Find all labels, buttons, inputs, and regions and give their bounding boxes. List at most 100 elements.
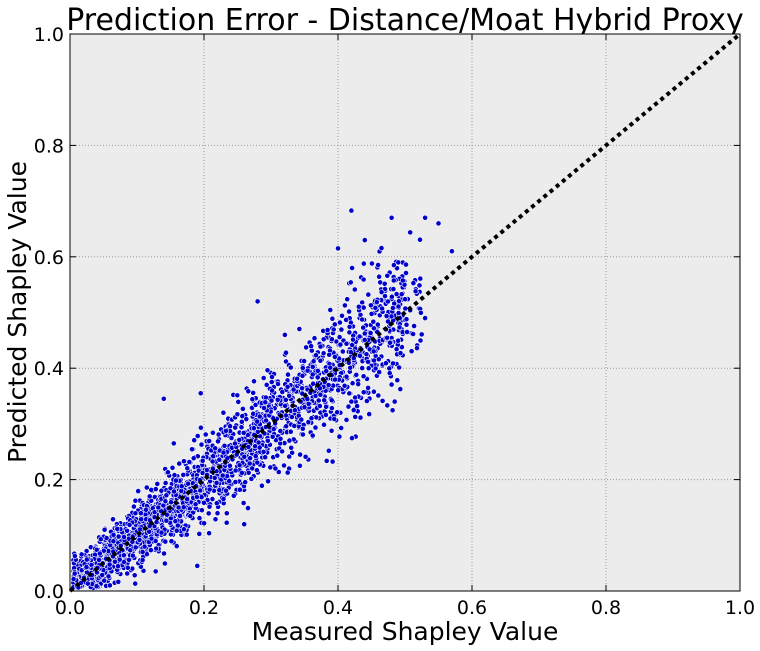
data-point [132,544,139,551]
y-tick-label: 0.6 [34,247,64,269]
data-point [172,518,179,525]
data-point [121,534,127,540]
data-point [256,444,263,451]
data-point [236,462,243,469]
data-point [239,405,246,412]
data-point [312,424,319,431]
data-point [368,260,375,267]
data-point [205,510,212,517]
data-point [316,403,323,409]
data-point [245,444,252,450]
data-point [375,262,381,268]
data-point [168,499,174,506]
x-tick-label: 0.2 [189,597,219,619]
data-point [382,360,389,367]
data-point [346,329,353,336]
data-point [365,358,371,365]
data-point [346,308,352,315]
data-point [343,316,349,323]
data-point [291,422,298,429]
y-axis-title: Predicted Shapley Value [3,161,32,463]
data-point [226,462,233,469]
data-point [202,431,209,438]
data-point [213,479,220,486]
data-point [321,397,328,404]
data-point [212,516,219,523]
data-point [388,313,395,320]
data-point [137,526,143,533]
data-point [338,326,345,333]
data-point [270,426,277,433]
data-point [359,365,366,371]
data-point [254,418,261,425]
data-point [107,582,113,589]
data-point [301,358,307,364]
data-point [296,326,303,332]
data-point [174,522,181,529]
data-point [375,392,382,399]
data-point [275,381,281,387]
data-point [320,336,327,343]
data-point [165,469,171,476]
data-point [281,331,288,338]
data-point [184,465,191,472]
data-point [249,465,256,472]
data-point [395,337,401,344]
data-point [341,382,348,389]
data-point [84,580,91,587]
data-point [360,304,367,311]
data-point [101,577,108,584]
data-point [284,383,291,390]
data-point [283,349,289,356]
data-point [99,572,106,578]
data-point [141,543,148,550]
data-point [172,477,179,484]
data-point [309,432,316,439]
data-point [389,407,396,414]
data-point [184,496,191,502]
data-point [279,448,285,455]
data-point [262,394,269,401]
data-point [386,365,393,372]
data-point [162,498,169,505]
data-point [269,433,276,440]
data-point [274,396,281,403]
data-point [390,262,397,268]
data-point [262,454,269,461]
data-point [175,504,182,511]
data-point [277,428,284,434]
data-point [115,579,122,585]
data-point [417,337,424,344]
data-point [177,513,183,519]
data-point [299,425,306,432]
data-point [325,382,332,388]
data-point [365,291,372,298]
data-point [105,573,112,580]
data-point [370,325,377,332]
data-point [240,429,247,436]
data-point [161,550,167,557]
data-point [360,260,367,267]
data-point [129,552,136,559]
data-point [379,305,385,312]
data-point [298,416,305,423]
data-point [264,437,271,444]
data-point [326,351,333,358]
data-point [361,237,368,243]
data-point [112,558,118,565]
data-point [137,510,144,517]
data-point [269,387,275,394]
data-point [214,510,221,517]
data-point [384,272,391,279]
data-point [291,407,298,414]
data-point [347,279,354,286]
data-point [398,291,405,298]
data-point [153,545,160,552]
data-point [232,467,239,474]
data-point [375,356,382,363]
data-point [324,327,331,333]
data-point [321,421,327,428]
data-point [168,538,175,545]
data-point [170,440,177,447]
data-point [282,402,288,409]
